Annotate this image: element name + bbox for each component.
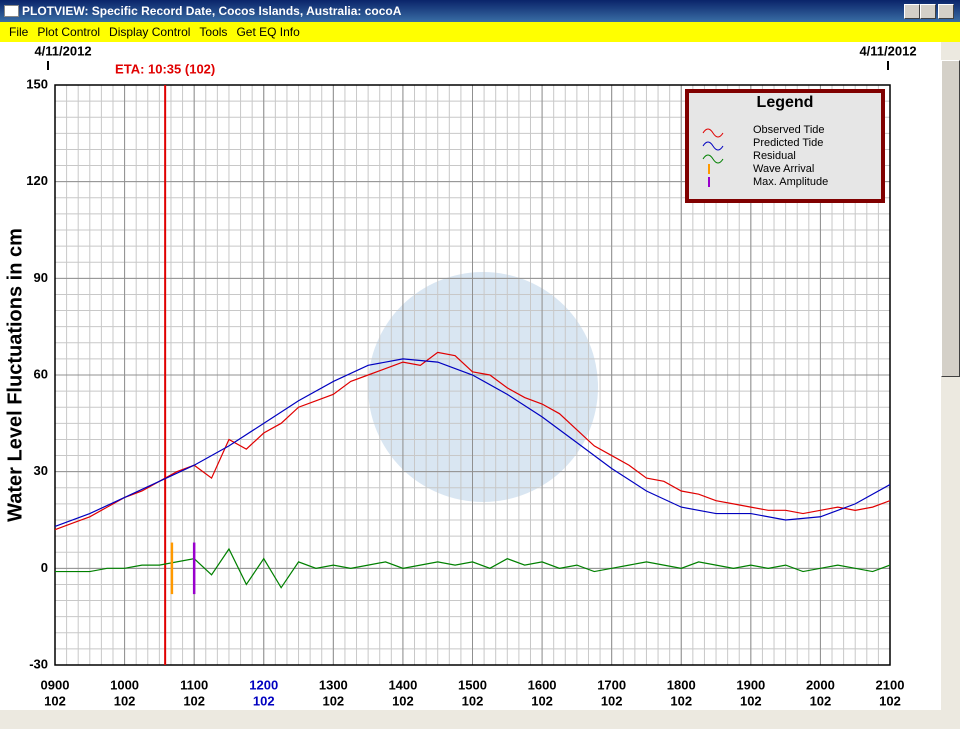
plot-frame xyxy=(54,84,891,666)
menu-item[interactable]: Plot Control xyxy=(37,25,101,39)
y-axis-label: Water Level Fluctuations in cm xyxy=(4,228,26,522)
x-tick-label: 1100 xyxy=(180,677,208,692)
window-title: PLOTVIEW: Specific Record Date, Cocos Is… xyxy=(22,4,402,18)
x-tick-label: 1300 xyxy=(319,677,348,692)
x-tick-label: 1900 xyxy=(736,677,765,692)
menu-item[interactable]: Display Control xyxy=(109,25,191,39)
series-line xyxy=(54,358,891,528)
x-tick-label: 1500 xyxy=(458,677,487,692)
y-tick-label: -30 xyxy=(29,656,48,671)
menu-bar: File Plot Control Display Control Tools Get … xyxy=(0,22,960,42)
scroll-thumb[interactable] xyxy=(941,60,960,377)
window-icon xyxy=(4,5,19,17)
legend-swatch xyxy=(702,141,724,151)
y-tick-label: 30 xyxy=(34,463,48,478)
legend-swatch xyxy=(702,128,724,138)
watermark xyxy=(368,272,598,502)
x-tick-day: 102 xyxy=(531,693,553,708)
legend-label: Predicted Tide xyxy=(753,137,823,149)
x-tick-day: 102 xyxy=(462,693,484,708)
x-tick-label: 1400 xyxy=(388,677,417,692)
x-tick-label: 2100 xyxy=(876,677,905,692)
y-tick-label: 120 xyxy=(26,173,48,188)
x-tick-label: 1200 xyxy=(249,677,278,692)
x-tick-label: 1700 xyxy=(597,677,626,692)
date-right: 4/11/2012 xyxy=(859,43,916,58)
x-tick-label: 1800 xyxy=(667,677,696,692)
x-tick-day: 102 xyxy=(322,693,344,708)
menu-item[interactable]: File xyxy=(9,25,29,39)
maximize-button[interactable] xyxy=(920,4,936,19)
chart: -300306090120150090010210001021100102120… xyxy=(4,43,916,708)
x-tick-label: 0900 xyxy=(41,677,70,692)
x-tick-day: 102 xyxy=(601,693,623,708)
legend-box xyxy=(685,89,885,203)
minimize-button[interactable] xyxy=(904,4,920,19)
horizontal-scrollbar[interactable] xyxy=(0,710,960,729)
legend-label: Residual xyxy=(753,150,796,162)
x-tick-label: 2000 xyxy=(806,677,835,692)
legend-swatch xyxy=(702,154,724,164)
x-tick-day: 102 xyxy=(810,693,832,708)
close-button[interactable] xyxy=(938,4,954,19)
legend-title: Legend xyxy=(757,94,814,111)
menu-item[interactable]: Tools xyxy=(199,25,228,39)
y-tick-label: 0 xyxy=(41,560,48,575)
y-tick-label: 60 xyxy=(34,366,48,381)
eta-label: ETA: 10:35 (102) xyxy=(115,61,215,76)
x-tick-day: 102 xyxy=(392,693,414,708)
y-tick-label: 150 xyxy=(26,76,48,91)
x-tick-day: 102 xyxy=(183,693,205,708)
x-tick-label: 1600 xyxy=(528,677,557,692)
x-tick-day: 102 xyxy=(44,693,66,708)
legend-label: Max. Amplitude xyxy=(753,176,828,188)
legend-label: Observed Tide xyxy=(753,124,825,136)
x-tick-day: 102 xyxy=(879,693,901,708)
x-tick-day: 102 xyxy=(740,693,762,708)
x-tick-day: 102 xyxy=(670,693,692,708)
legend-label: Wave Arrival xyxy=(753,163,814,175)
x-tick-day: 102 xyxy=(253,693,275,708)
y-tick-label: 90 xyxy=(34,270,48,285)
x-tick-day: 102 xyxy=(114,693,136,708)
x-tick-label: 1000 xyxy=(110,677,139,692)
menu-item[interactable]: Get EQ Info xyxy=(236,25,300,39)
date-left: 4/11/2012 xyxy=(34,43,91,58)
title-bar: PLOTVIEW: Specific Record Date, Cocos Is… xyxy=(0,0,960,22)
